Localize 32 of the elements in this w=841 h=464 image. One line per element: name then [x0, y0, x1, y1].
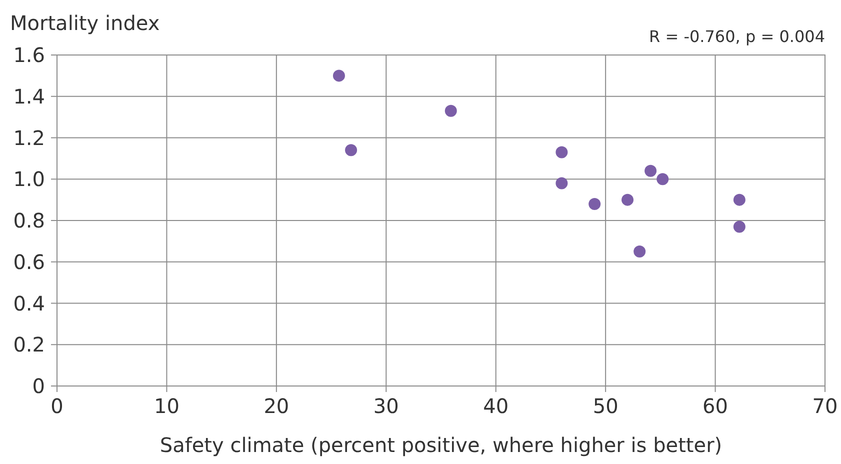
point — [332, 70, 345, 82]
point — [656, 173, 669, 186]
point — [733, 220, 746, 233]
x-tick-label: 10 — [154, 394, 180, 418]
y-tick-label: 0.6 — [13, 250, 45, 274]
x-axis-title: Safety climate (percent positive, where higher is better) — [160, 433, 722, 457]
text: R = -0.760, p = 0.004 — [649, 27, 825, 46]
point — [588, 198, 601, 210]
point — [444, 104, 457, 117]
point — [622, 194, 634, 206]
y-tick-label: 1.2 — [13, 126, 45, 150]
y-tick-label: 0.2 — [13, 332, 45, 357]
y-tick-label: 1.6 — [13, 43, 45, 67]
point — [733, 194, 746, 206]
y-tick-label: 0 — [32, 374, 45, 398]
x-tick-label: 0 — [50, 394, 64, 418]
x-tick-label: 40 — [483, 394, 509, 418]
point — [556, 146, 568, 158]
y-axis-title: Mortality index — [10, 11, 160, 35]
y-tick-label: 0.4 — [13, 291, 45, 316]
x-tick-label: 60 — [702, 394, 728, 418]
y-tick-label: 1.4 — [13, 84, 45, 108]
y-tick-label: 0.8 — [13, 208, 45, 232]
x-tick-label: 30 — [373, 394, 399, 418]
x-tick-label: 20 — [264, 394, 290, 418]
y-tick-label: 1.0 — [13, 167, 45, 192]
point — [556, 177, 568, 190]
point — [644, 164, 657, 177]
point — [634, 246, 646, 258]
x-tick-label: 50 — [592, 394, 618, 418]
x-tick-label: 70 — [812, 394, 838, 418]
point — [345, 144, 358, 156]
